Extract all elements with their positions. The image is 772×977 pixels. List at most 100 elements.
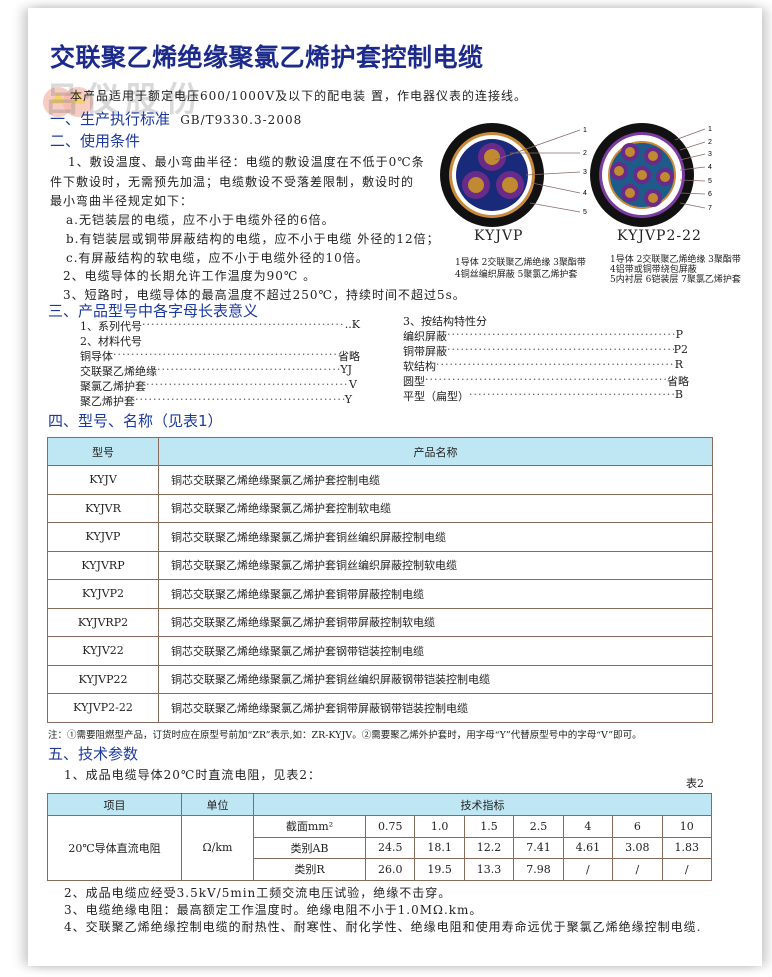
text-line: 最小弯曲半径规定如下： — [50, 194, 194, 208]
svg-text:2: 2 — [583, 150, 587, 157]
value-cell: 24.5 — [364, 836, 416, 859]
product-name-cell: 铜芯交联聚乙烯绝缘聚氯乙烯护套铜带屏蔽钢带铠装控制电缆 — [158, 693, 713, 723]
text-line: 2、成品电缆应经受3.5kV/5min工频交流电压试验，绝缘不击穿。 — [64, 886, 452, 900]
value-cell: 10 — [661, 815, 713, 838]
diagram-legend: 5内衬层 6铠装层 7聚氯乙烯护套 — [610, 275, 741, 285]
value-cell: 7.98 — [513, 858, 564, 881]
page-title: 交联聚乙烯绝缘聚氯乙烯护套控制电缆 — [50, 43, 484, 72]
section-3-heading: 三、产品型号中各字母长表意义 — [48, 302, 259, 320]
svg-text:4: 4 — [583, 190, 587, 197]
code-value: ..K — [344, 318, 360, 331]
value-cell: 2.5 — [513, 815, 564, 838]
code-value: YJ — [340, 363, 352, 376]
column-header: 产品名称 — [158, 437, 713, 466]
code-label: 编织屏蔽 — [403, 330, 447, 343]
code-label: 软结构 — [403, 360, 436, 373]
table-row: KYJV 铜芯交联聚乙烯绝缘聚氯乙烯护套控制电缆 — [47, 465, 713, 495]
value-cell: 类别AB — [253, 836, 366, 859]
value-cell: 1.83 — [661, 836, 713, 859]
watermark: 吕仪股份 — [45, 80, 205, 120]
value-cell: / — [562, 858, 614, 881]
model-cell: KYJVP2 — [47, 579, 159, 609]
value-cell: 1.5 — [463, 815, 515, 838]
text-line: 4、交联聚乙烯绝缘控制电缆的耐热性、耐寒性、耐化学性、绝缘电阻和使用寿命远优于聚… — [64, 920, 702, 934]
code-label: 铜带屏蔽 — [403, 345, 447, 358]
code-label: 1、系列代号 — [80, 320, 142, 333]
diagram-legend: 1导体 2交联聚乙烯绝缘 3聚酯带 — [610, 255, 741, 265]
svg-text:3: 3 — [583, 169, 587, 176]
code-label: 平型（扁型） — [403, 390, 469, 403]
value-cell: 3.08 — [612, 836, 663, 859]
product-name-cell: 铜芯交联聚乙烯绝缘聚氯乙烯护套铜带屏蔽控制软电缆 — [158, 607, 713, 637]
code-list-left: 1、系列代号 ··································… — [80, 318, 360, 408]
code-label: 2、材料代号 — [80, 335, 142, 348]
code-label: 聚乙烯护套 — [80, 395, 135, 408]
svg-text:5: 5 — [583, 209, 587, 216]
kyjvp-diagram: 1 2 3 4 5 — [440, 123, 587, 227]
standard-code: GB/T9330.3-2008 — [180, 113, 303, 127]
value-cell: / — [661, 858, 713, 881]
value-cell: 截面mm² — [253, 815, 366, 838]
table-row: KYJVRP 铜芯交联聚乙烯绝缘聚氯乙烯护套铜丝编织屏蔽控制软电缆 — [47, 550, 713, 580]
intro: 本产品适用于额定电压600/1000V及以下的配电装 置，作电器仪表的连接线。 — [70, 89, 527, 103]
section-2-heading: 二、使用条件 — [50, 132, 141, 150]
column-header: 项目 — [47, 793, 182, 816]
table-row: 20℃导体直流电阻 Ω/km 截面mm² 0.75 1.0 1.5 2.5 4 6 10 — [47, 815, 713, 881]
section-1-heading: 一、生产执行标准 — [50, 110, 171, 128]
table-row: 类别AB 24.5 18.1 12.2 7.41 4.61 3.08 1.83 — [48, 836, 713, 859]
code-value: V — [349, 378, 357, 391]
model-cell: KYJVP — [47, 522, 159, 552]
svg-text:3: 3 — [708, 151, 712, 158]
code-label: 铜导体 — [80, 350, 113, 363]
text-line: 件下敷设时，无需预先加温；电缆敷设不受落差限制，敷设时的 — [50, 175, 415, 189]
value-cell: 26.0 — [364, 858, 416, 881]
text-line: 3、短路时，电缆导体的最高温度不超过250℃，持续时间不超过5s。 — [63, 288, 466, 302]
table-row: KYJVR 铜芯交联聚乙烯绝缘聚氯乙烯护套控制软电缆 — [47, 493, 713, 523]
text-line: c.有屏蔽结构的软电缆，应不小于电缆外径的10倍。 — [66, 251, 369, 265]
table-row: 类别R 26.0 19.5 13.3 7.98// / — [48, 858, 713, 881]
column-header: 单位 — [181, 793, 254, 816]
product-name-cell: 铜芯交联聚乙烯绝缘聚氯乙烯护套铜带屏蔽控制电缆 — [158, 579, 713, 609]
product-name-cell: 铜芯交联聚乙烯绝缘聚氯乙烯护套铜丝编织屏蔽控制软电缆 — [158, 550, 713, 580]
product-name-cell: 铜芯交联聚乙烯绝缘聚氯乙烯护套铜丝编织屏蔽控制电缆 — [158, 522, 713, 552]
text-line: a.无铠装层的电缆，应不小于电缆外径的6倍。 — [66, 213, 335, 227]
column-header: 型号 — [47, 437, 159, 466]
table-row: KYJVP2-22 铜芯交联聚乙烯绝缘聚氯乙烯护套铜带屏蔽钢带铠装控制电缆 — [47, 693, 713, 723]
code-label: 聚氯乙烯护套 — [80, 380, 146, 393]
value-cell: 13.3 — [463, 858, 515, 881]
kyjvp2-22-diagram: 1 2 3 4 5 6 7 — [590, 123, 712, 227]
table-row: KYJVRP2 铜芯交联聚乙烯绝缘聚氯乙烯护套铜带屏蔽控制软电缆 — [47, 607, 713, 637]
svg-text:6: 6 — [708, 191, 712, 198]
code-value: P2 — [673, 343, 688, 356]
text-line: 3、电缆绝缘电阻：最高额定工作温度时。绝缘电阻不小于1.0MΩ.km。 — [64, 903, 483, 917]
model-cell: KYJVR — [47, 493, 159, 523]
svg-text:5: 5 — [708, 178, 712, 185]
diagram-legend: 4铝带或铜带绕包屏蔽 — [610, 265, 697, 275]
table-row: KYJVP 铜芯交联聚乙烯绝缘聚氯乙烯护套铜丝编织屏蔽控制电缆 — [47, 522, 713, 552]
cable-cross-section-diagrams: 1 2 3 4 5 1 2 3 4 5 6 7 — [440, 123, 712, 227]
text-line: 1、成品电缆导体20℃时直流电阻，见表2： — [64, 768, 321, 782]
value-cell: 7.41 — [513, 836, 564, 859]
table-row: KYJV22 铜芯交联聚乙烯绝缘聚氯乙烯护套钢带铠装控制电缆 — [47, 636, 713, 666]
model-cell: KYJV — [47, 465, 159, 495]
model-cell: KYJVRP2 — [47, 607, 159, 637]
svg-text:7: 7 — [708, 205, 712, 212]
svg-text:2: 2 — [708, 139, 712, 146]
code-value: Y — [344, 393, 352, 406]
table-row: KYJVP22 铜芯交联聚乙烯绝缘聚氯乙烯护套铜丝编织屏蔽钢带铠装控制电缆 — [47, 664, 713, 694]
svg-text:1: 1 — [583, 127, 587, 134]
value-cell: 4 — [562, 815, 614, 838]
diagram-label: KYJVP2-22 — [617, 228, 702, 244]
code-value: R — [674, 358, 683, 371]
value-cell: 6 — [612, 815, 663, 838]
resistance-table: 项目 单位 技术指标 20℃导体直流电阻 Ω/km 截面mm² 0.75 1.0 1.5 2.5… — [47, 793, 713, 881]
model-cell: KYJVP2-22 — [47, 693, 159, 723]
diagram-label: KYJVP — [474, 228, 524, 244]
value-cell: 类别R — [253, 858, 366, 881]
value-cell: 18.1 — [414, 836, 465, 859]
value-cell: 19.5 — [414, 858, 465, 881]
item-cell: 20℃导体直流电阻 — [47, 815, 182, 881]
code-value: 省略 — [667, 375, 689, 388]
product-name-cell: 铜芯交联聚乙烯绝缘聚氯乙烯护套钢带铠装控制电缆 — [158, 636, 713, 666]
logo-icon — [43, 87, 93, 117]
